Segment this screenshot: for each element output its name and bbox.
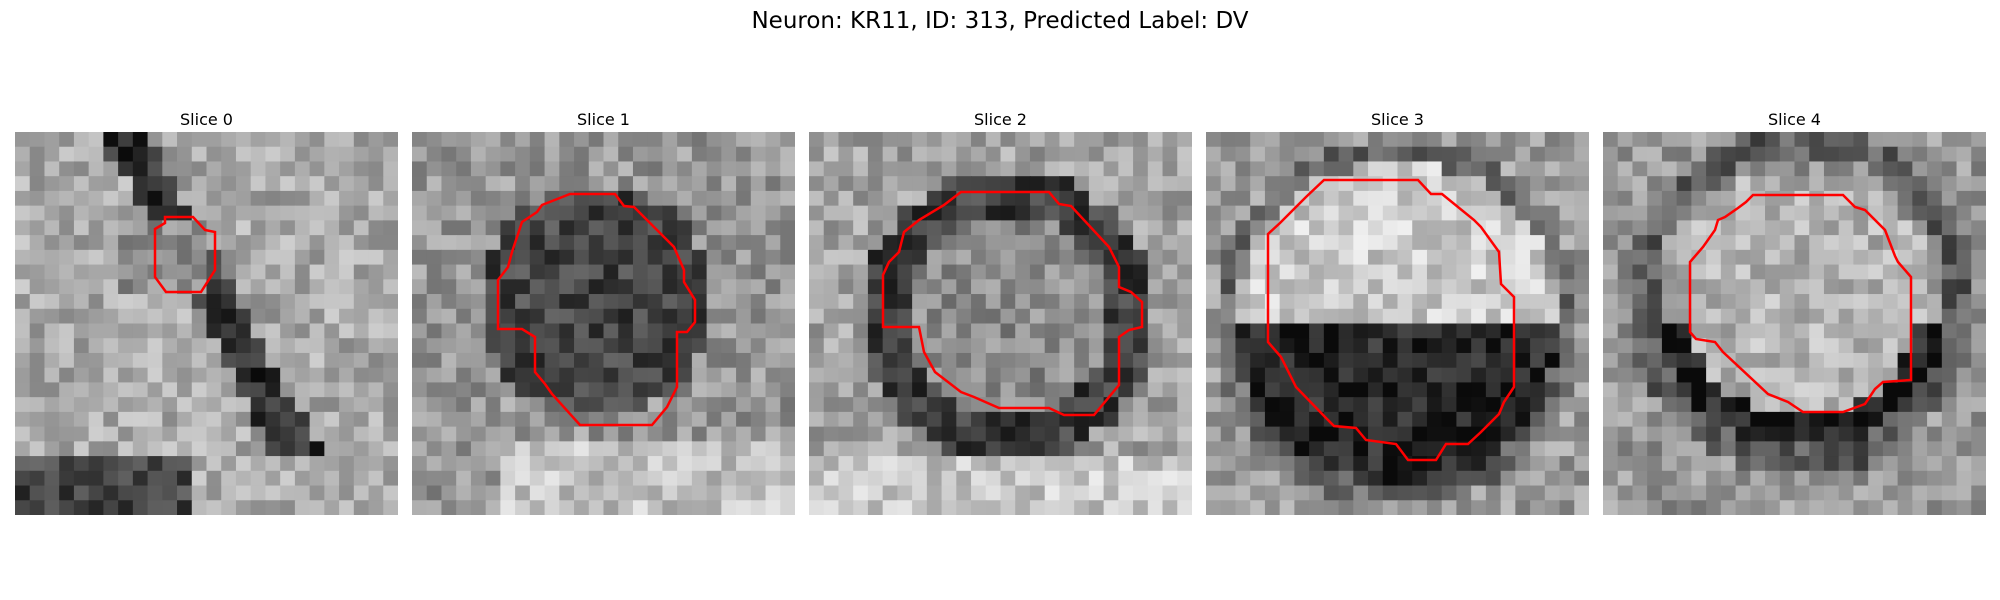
segmentation-outline-0 — [153, 215, 217, 294]
slice-image-1 — [412, 132, 795, 515]
segmentation-outline-4 — [1688, 193, 1913, 414]
slice-title-1: Slice 1 — [577, 110, 630, 129]
slice-panel-4: Slice 4 — [1603, 108, 1986, 515]
slice-pixels-0 — [15, 132, 398, 515]
segmentation-outline-1 — [496, 192, 697, 427]
slice-title-0: Slice 0 — [180, 110, 233, 129]
slice-pixels-2 — [809, 132, 1192, 515]
slice-panel-0: Slice 0 — [15, 108, 398, 515]
slice-image-2 — [809, 132, 1192, 515]
slice-panel-3: Slice 3 — [1206, 108, 1589, 515]
slice-pixels-1 — [412, 132, 795, 515]
slice-image-3 — [1206, 132, 1589, 515]
slice-title-2: Slice 2 — [974, 110, 1027, 129]
slice-title-3: Slice 3 — [1371, 110, 1424, 129]
segmentation-outline-3 — [1266, 178, 1516, 462]
slice-panel-1: Slice 1 — [412, 108, 795, 515]
slice-title-4: Slice 4 — [1768, 110, 1821, 129]
slice-image-4 — [1603, 132, 1986, 515]
slice-pixels-3 — [1206, 132, 1589, 515]
figure-title: Neuron: KR11, ID: 313, Predicted Label: … — [751, 8, 1249, 34]
slice-pixels-4 — [1603, 132, 1986, 515]
slice-panel-2: Slice 2 — [809, 108, 1192, 515]
segmentation-outline-2 — [881, 190, 1144, 417]
slice-image-0 — [15, 132, 398, 515]
